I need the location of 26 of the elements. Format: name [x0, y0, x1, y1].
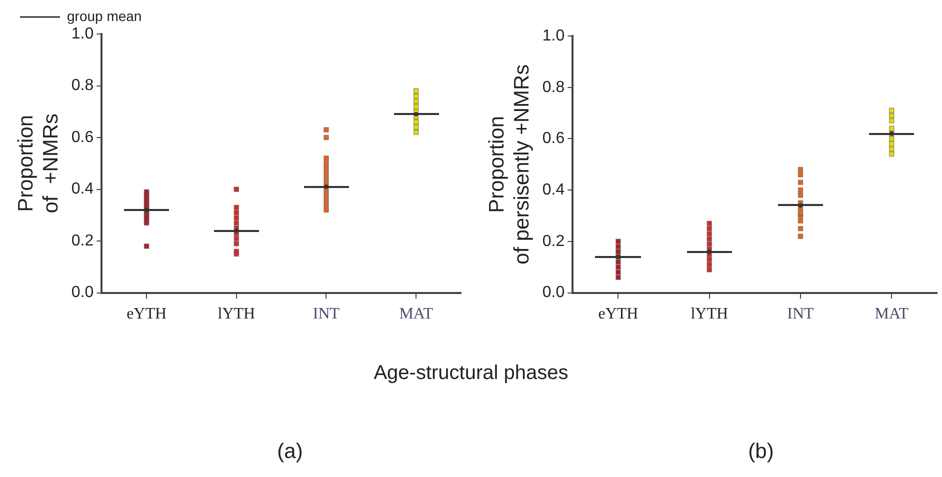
text: (a)	[276, 440, 304, 464]
y-tick-label: 0.6	[542, 130, 565, 148]
y-tick-label: 0.0	[71, 284, 94, 302]
x-tick-label: lYTH	[218, 306, 256, 323]
y-tick-label: 0.0	[542, 284, 565, 302]
y-tick-label: 0.8	[542, 78, 565, 96]
x-tick-label: lYTH	[690, 306, 728, 323]
y-tick-label: 0.2	[542, 232, 565, 250]
y-axis-title: Proportion of persisently +NMRs	[485, 64, 534, 264]
y-tick-label: 1.0	[71, 25, 94, 42]
x-axis-title: Age-structural phases	[372, 362, 570, 385]
y-tick-label: 1.0	[542, 27, 565, 44]
legend-label: group mean	[67, 8, 142, 24]
y-axis-title: Proportion of +NMRs	[14, 114, 63, 214]
x-tick-label: INT	[787, 306, 814, 323]
x-tick-label: INT	[312, 306, 340, 323]
y-tick-label: 0.8	[71, 77, 94, 94]
x-tick-label: MAT	[874, 306, 909, 323]
y-tick-label: 0.6	[71, 128, 94, 146]
y-tick-label: 0.4	[542, 181, 565, 198]
x-tick-label: eYTH	[598, 306, 639, 323]
y-tick-label: 0.2	[71, 232, 94, 250]
text: (b)	[747, 440, 775, 464]
x-tick-label: eYTH	[126, 306, 167, 323]
x-tick-label: MAT	[399, 306, 434, 323]
y-tick-label: 0.4	[71, 180, 94, 198]
